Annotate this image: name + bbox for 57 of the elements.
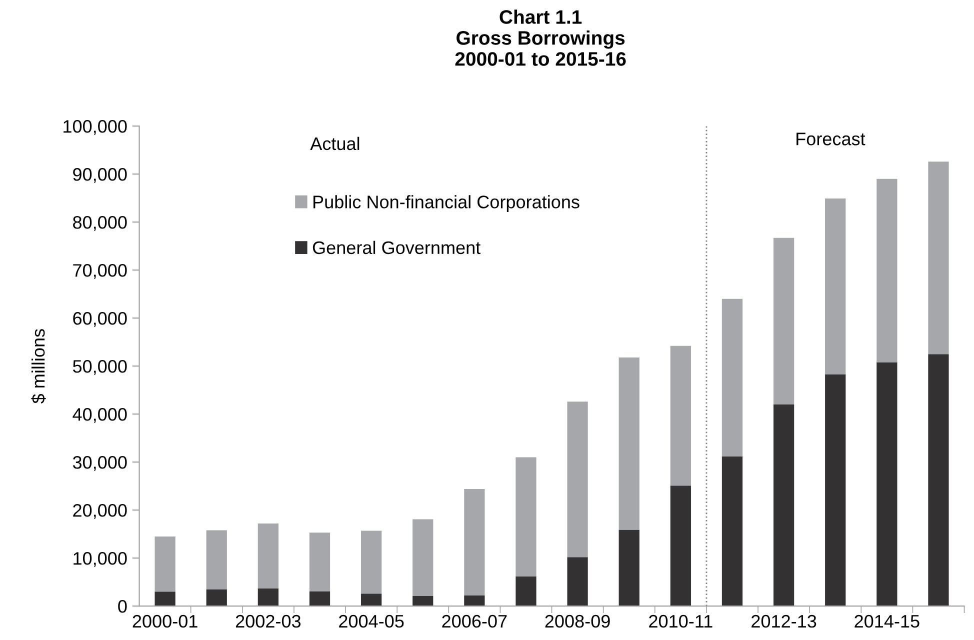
bar [154,592,176,606]
bar [412,519,434,596]
x-tick-label: 2004-05 [339,614,404,628]
y-tick-label: 90,000 [73,168,127,183]
bar [258,524,278,588]
y-tick-label: 0 [118,600,127,613]
bar [876,362,898,606]
y-tick-label: 100,000 [64,120,127,135]
bar [928,354,949,606]
x-tick-label: 2000-01 [132,614,198,628]
bar [464,596,485,606]
y-tick-label: 10,000 [74,552,127,567]
bar [309,591,330,606]
bar [360,530,382,594]
bar [360,594,382,606]
bar [567,557,588,606]
y-axis-title: $ millions [31,329,46,404]
bar [206,589,227,606]
x-tick-label: 2006-07 [442,614,507,628]
chart-title: Chart 1.1 Gross Borrowings 2000-01 to 2015-16 [455,10,626,66]
bar [722,298,743,456]
y-tick-label: 60,000 [73,312,127,327]
bar [722,456,743,606]
annotation: Forecast [796,132,866,146]
annotation: Actual [310,136,360,150]
bar [773,238,794,404]
bar [412,596,434,606]
x-tick-label: 2008-09 [545,614,610,628]
bar [516,576,536,606]
x-tick-label: 2010-11 [649,614,712,628]
x-tick-label: 2002-03 [236,614,301,628]
bar [567,402,588,558]
y-tick-label: 70,000 [73,264,127,279]
y-tick-label: 40,000 [72,408,127,423]
bar [309,532,330,592]
y-tick-label: 80,000 [73,216,127,231]
bar [206,530,227,590]
bar [670,486,691,606]
bar [825,374,846,606]
bar [618,530,640,606]
bar [876,178,898,362]
legend-label: General Government [312,240,480,254]
bar [464,488,485,596]
y-tick-label: 30,000 [72,456,127,471]
y-tick-label: 20,000 [73,504,127,519]
bar [154,536,176,592]
bar [516,457,536,576]
bar [773,404,794,606]
bar [258,588,278,606]
legend-label: Public Non-financial Corporations [314,195,580,212]
x-tick-label: 2014-15 [854,614,920,628]
bar [670,346,691,486]
bar [825,198,846,374]
bar [928,162,949,354]
y-tick-label: 50,000 [72,360,127,375]
x-tick-label: 2012-13 [752,614,816,628]
bar [618,357,640,530]
